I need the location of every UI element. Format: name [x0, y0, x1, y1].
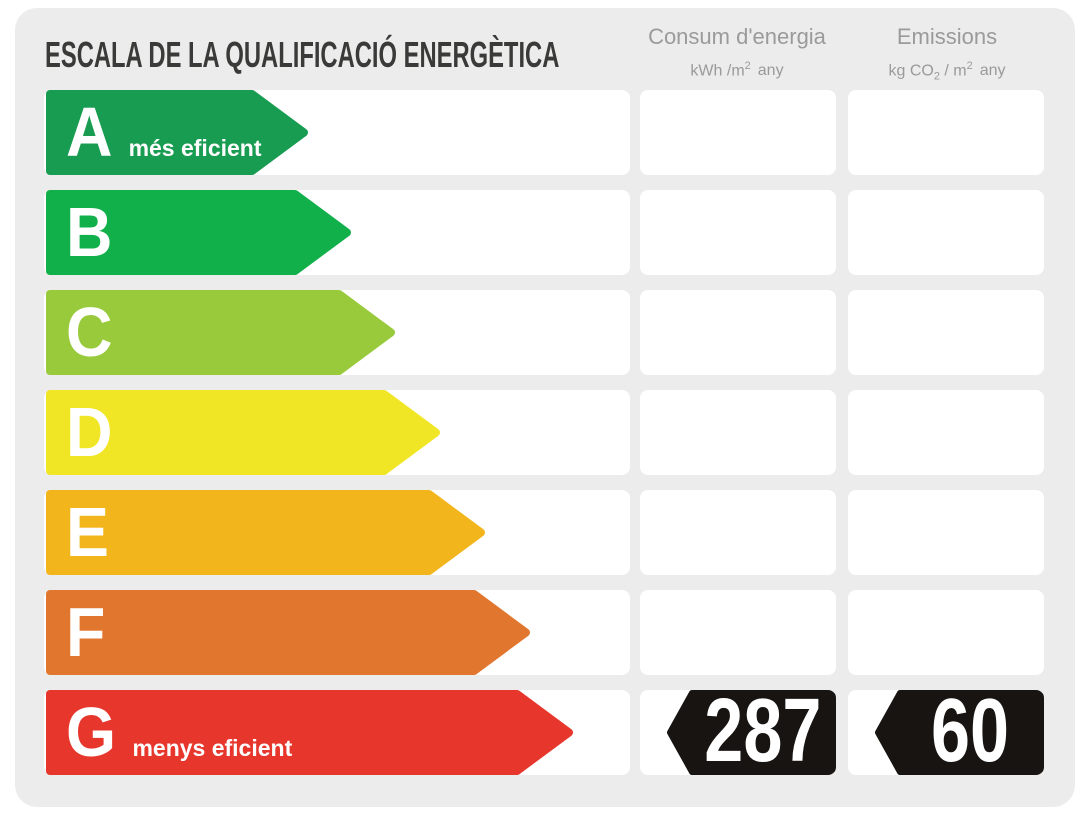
- emissions-header-title: Emissions: [896, 24, 998, 49]
- emissions-value: 60: [930, 690, 1010, 775]
- scale-row-a: A més eficient: [44, 90, 1046, 175]
- scale-row-b: B: [44, 190, 1046, 275]
- emissions-cell: [848, 90, 1044, 175]
- consumption-header-unit: kWh /m2 any: [690, 60, 784, 80]
- bar-text: F: [66, 590, 109, 675]
- rating-scale-rows: A més eficient B C: [15, 90, 1075, 790]
- scale-row-c: C: [44, 290, 1046, 375]
- consumption-cell: [640, 590, 836, 675]
- consumption-cell: [640, 190, 836, 275]
- grade-bar-arrow: [46, 390, 440, 475]
- scale-row-g: G menys eficient 287 60: [44, 690, 1046, 775]
- emissions-cell: [848, 190, 1044, 275]
- grade-caption: més eficient: [128, 135, 262, 161]
- consumption-cell: [640, 390, 836, 475]
- consumption-value: 287: [704, 690, 822, 775]
- consumption-value-badge: 287: [666, 690, 836, 775]
- consumption-cell: [640, 490, 836, 575]
- emissions-value-badge: 60: [874, 690, 1044, 775]
- energy-rating-card: ESCALA DE LA QUALIFICACIÓ ENERGÈTICA Con…: [15, 8, 1075, 807]
- scale-row-e: E: [44, 490, 1046, 575]
- grade-letter: B: [66, 193, 113, 271]
- grade-bar-arrow: [46, 190, 351, 275]
- consumption-column-header: Consum d'energia kWh /m2 any: [622, 24, 852, 81]
- bar-text: B: [66, 190, 117, 275]
- consumption-cell: 287: [640, 690, 836, 775]
- grade-letter: D: [66, 393, 113, 471]
- emissions-column-header: Emissions kg CO2 / m2 any: [832, 24, 1062, 87]
- grade-letter: F: [66, 593, 106, 671]
- emissions-cell: [848, 590, 1044, 675]
- bar-text: A més eficient: [66, 90, 262, 175]
- bar-text: D: [66, 390, 117, 475]
- bar-text: C: [66, 290, 117, 375]
- bar-text: G menys eficient: [66, 690, 292, 775]
- page-title: ESCALA DE LA QUALIFICACIÓ ENERGÈTICA: [45, 34, 560, 75]
- emissions-cell: 60: [848, 690, 1044, 775]
- grade-bar-arrow: [46, 590, 530, 675]
- consumption-cell: [640, 290, 836, 375]
- bar-text: E: [66, 490, 113, 575]
- grade-caption: menys eficient: [132, 735, 293, 761]
- consumption-header-title: Consum d'energia: [648, 24, 826, 49]
- grade-letter: A: [66, 93, 113, 171]
- grade-bar-arrow: [46, 490, 485, 575]
- emissions-cell: [848, 290, 1044, 375]
- grade-letter: C: [66, 293, 113, 371]
- left-arrow-badge-shape: [667, 690, 836, 775]
- consumption-cell: [640, 90, 836, 175]
- grade-bar-arrow: [46, 690, 573, 775]
- grade-bar-arrow: [46, 90, 308, 175]
- emissions-header-unit: kg CO2 / m2 any: [888, 60, 1006, 83]
- grade-bar-arrow: [46, 290, 395, 375]
- emissions-cell: [848, 490, 1044, 575]
- scale-row-f: F: [44, 590, 1046, 675]
- left-arrow-badge-shape: [875, 690, 1044, 775]
- emissions-cell: [848, 390, 1044, 475]
- grade-letter: G: [66, 693, 117, 771]
- scale-row-d: D: [44, 390, 1046, 475]
- grade-letter: E: [66, 493, 109, 571]
